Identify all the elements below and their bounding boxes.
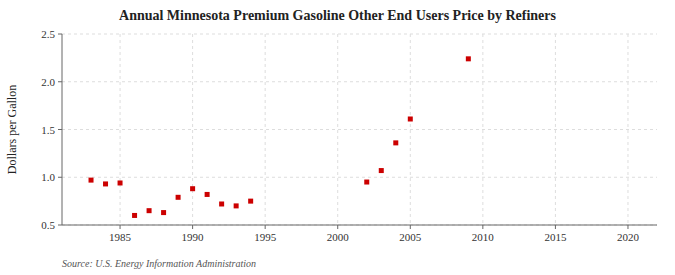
grid-line xyxy=(120,34,121,225)
point xyxy=(147,208,152,213)
point xyxy=(248,199,253,204)
grid-line xyxy=(62,81,657,82)
grid-line xyxy=(62,129,657,130)
grid-line xyxy=(62,34,657,35)
tick xyxy=(58,34,62,35)
tick xyxy=(337,225,338,229)
y-axis-label: Dollars per Gallon xyxy=(5,85,19,174)
point xyxy=(190,186,195,191)
grid-line xyxy=(192,34,193,225)
tick xyxy=(58,81,62,82)
tick-label: 1.5 xyxy=(41,124,55,136)
tick-label: 1985 xyxy=(109,231,132,243)
tick xyxy=(555,225,556,229)
point xyxy=(118,180,123,185)
grid-line xyxy=(62,177,657,178)
point xyxy=(103,181,108,186)
point xyxy=(234,203,239,208)
tick-label: 2.5 xyxy=(41,28,55,40)
point xyxy=(466,56,471,61)
tick-label: 2005 xyxy=(399,231,422,243)
tick-label: 1990 xyxy=(182,231,205,243)
y-axis-line xyxy=(62,34,63,225)
tick xyxy=(58,225,62,226)
tick xyxy=(627,225,628,229)
tick-label: 2015 xyxy=(544,231,567,243)
points xyxy=(89,56,471,218)
grid xyxy=(62,34,657,225)
point xyxy=(408,116,413,121)
tick xyxy=(58,177,62,178)
axes: 1985 1990 1995 2000 2005 2010 2015 2020 0.5 1.0 1.… xyxy=(41,28,657,243)
chart: Annual Minnesota Premium Gasoline Other … xyxy=(0,0,675,275)
tick xyxy=(58,129,62,130)
tick-label: 0.5 xyxy=(41,219,55,231)
tick-label: 2020 xyxy=(617,231,640,243)
point xyxy=(379,168,384,173)
point xyxy=(219,201,224,206)
grid-line xyxy=(62,225,657,226)
tick-label: 2.0 xyxy=(41,76,55,88)
tick-label: 2000 xyxy=(327,231,350,243)
tick-label: 1.0 xyxy=(41,171,55,183)
title: Annual Minnesota Premium Gasoline Other … xyxy=(119,8,557,23)
tick xyxy=(482,225,483,229)
tick-label: 1995 xyxy=(254,231,277,243)
point xyxy=(132,213,137,218)
point xyxy=(364,180,369,185)
tick xyxy=(410,225,411,229)
annotation: Source: U.S. Energy Information Administ… xyxy=(62,258,256,269)
tick xyxy=(192,225,193,229)
point xyxy=(205,192,210,197)
tick xyxy=(120,225,121,229)
x-axis-line xyxy=(62,225,657,226)
tick-label: 2010 xyxy=(472,231,495,243)
point xyxy=(393,140,398,145)
grid-line xyxy=(265,34,266,225)
point xyxy=(176,195,181,200)
tick xyxy=(265,225,266,229)
point xyxy=(89,178,94,183)
point xyxy=(161,210,166,215)
